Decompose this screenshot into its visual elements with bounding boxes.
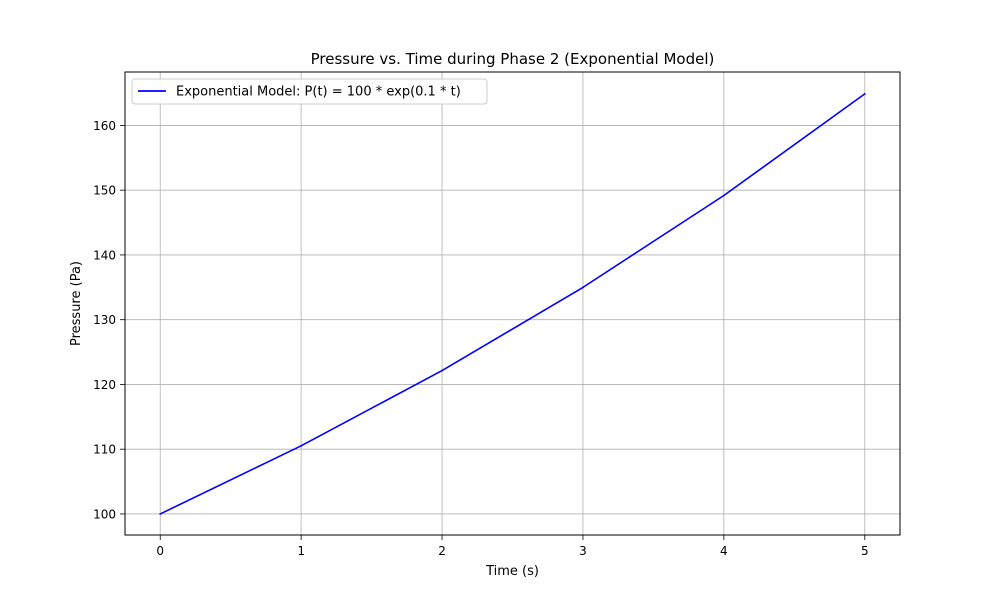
data-point (863, 92, 866, 95)
x-axis-label: Time (s) (485, 564, 539, 579)
data-point (300, 444, 303, 447)
data-point (441, 369, 443, 372)
grid (125, 72, 900, 535)
y-tick-label: 130 (93, 313, 116, 327)
legend: Exponential Model: P(t) = 100 * exp(0.1 … (131, 78, 488, 105)
x-tick-label: 4 (720, 544, 728, 558)
plot-frame (124, 71, 901, 536)
legend-box (131, 78, 488, 105)
y-tick-label: 110 (93, 443, 116, 457)
x-axis: 0 1 2 3 4 5 (156, 535, 869, 558)
y-tick-label: 160 (93, 119, 116, 133)
x-tick-label: 0 (156, 544, 164, 558)
y-axis: 100 110 120 130 140 150 160 (93, 119, 125, 521)
legend-entry-label: Exponential Model: P(t) = 100 * exp(0.1 … (176, 85, 461, 100)
plot-background (125, 72, 900, 535)
x-tick-label: 5 (861, 544, 869, 558)
y-tick-label: 120 (93, 378, 116, 392)
x-tick-label: 3 (579, 544, 587, 558)
data-point (582, 286, 584, 289)
series-line (159, 93, 866, 515)
data-point (722, 194, 725, 197)
y-tick-label: 100 (93, 507, 116, 521)
plot-area (124, 71, 901, 536)
y-tick-label: 150 (93, 184, 116, 198)
y-axis-label: Pressure (Pa) (69, 261, 84, 346)
x-tick-label: 1 (297, 544, 305, 558)
x-tick-label: 2 (438, 544, 446, 558)
chart-title: Pressure vs. Time during Phase 2 (Expone… (311, 50, 715, 68)
data-point (159, 513, 162, 515)
y-tick-label: 140 (93, 248, 116, 262)
series-layer (159, 92, 866, 515)
